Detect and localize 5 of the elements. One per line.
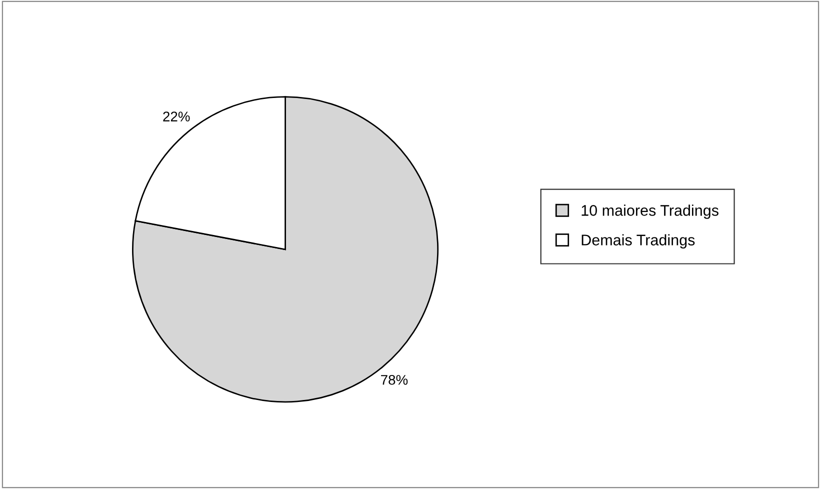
data-label: 22%	[163, 112, 190, 122]
legend-label: Demais Tradings	[582, 234, 695, 248]
pie-slice	[132, 96, 439, 403]
data-label: 78%	[381, 374, 408, 385]
legend-label: 10 maiores Tradings	[582, 204, 718, 219]
